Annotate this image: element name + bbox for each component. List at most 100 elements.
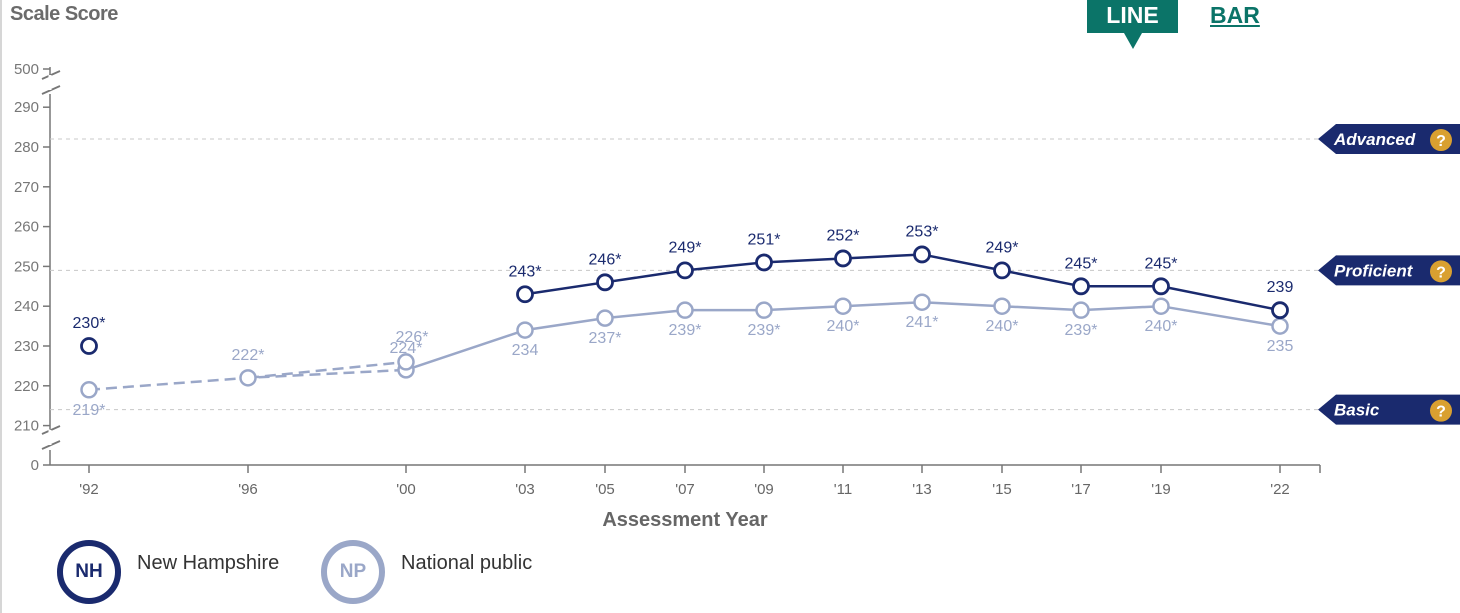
- point-new-hampshire[interactable]: [1152, 277, 1170, 296]
- label-national-public: 239*: [1065, 322, 1098, 339]
- label-national-public: 241*: [906, 314, 939, 331]
- label-national-public: 224*: [390, 340, 423, 357]
- y-tick-label: 210: [14, 418, 39, 435]
- y-axis-title: Scale Score: [10, 3, 118, 25]
- y-tick-label: 290: [14, 99, 39, 116]
- bar-view-toggle[interactable]: BAR: [1210, 2, 1260, 28]
- x-tick-label: '96: [238, 481, 258, 498]
- point-national-public[interactable]: [1072, 301, 1090, 319]
- point-national-public[interactable]: [1271, 317, 1289, 335]
- label-new-hampshire: 252*: [827, 227, 860, 244]
- point-national-public-alt[interactable]: [397, 353, 415, 371]
- point-national-public[interactable]: [913, 293, 931, 311]
- active-pointer-icon: [1124, 33, 1142, 49]
- x-tick-label: '11: [834, 481, 852, 498]
- y-tick-label: 270: [14, 179, 39, 196]
- y-tick-label: 260: [14, 219, 39, 236]
- x-tick-label: '05: [595, 481, 615, 498]
- label-national-public: 240*: [986, 318, 1019, 335]
- x-tick-label: '07: [675, 481, 695, 498]
- achievement-badge-basic: [1318, 394, 1460, 425]
- point-national-public[interactable]: [239, 369, 257, 387]
- label-national-public: 222*: [232, 347, 265, 364]
- label-new-hampshire: 251*: [748, 231, 781, 248]
- point-new-hampshire[interactable]: [596, 273, 614, 292]
- label-new-hampshire: 243*: [509, 263, 542, 280]
- point-national-public[interactable]: [80, 381, 98, 399]
- x-tick-label: '19: [1151, 481, 1171, 498]
- point-new-hampshire[interactable]: [1271, 301, 1289, 320]
- point-national-public[interactable]: [834, 297, 852, 315]
- label-national-public: 235: [1267, 338, 1294, 355]
- point-new-hampshire[interactable]: [80, 337, 98, 355]
- label-new-hampshire: 245*: [1065, 255, 1098, 272]
- y-tick-label: 250: [14, 258, 39, 275]
- achievement-badge-advanced: [1318, 124, 1460, 155]
- x-tick-label: '13: [912, 481, 932, 498]
- x-tick-label: '00: [396, 481, 416, 498]
- achievement-badge-proficient: [1318, 255, 1460, 286]
- x-tick-label: '03: [515, 481, 535, 498]
- y-tick-label: 280: [14, 139, 39, 156]
- label-national-public-alt: 226*: [396, 329, 429, 346]
- label-national-public: 239*: [669, 322, 702, 339]
- x-tick-label: '09: [754, 481, 774, 498]
- point-new-hampshire[interactable]: [755, 253, 773, 272]
- legend-nh-marker: NH: [57, 540, 121, 604]
- point-new-hampshire[interactable]: [1072, 277, 1090, 296]
- label-national-public: 237*: [589, 330, 622, 347]
- x-tick-label: '92: [79, 481, 99, 498]
- label-new-hampshire: 239: [1267, 279, 1294, 296]
- series-national-public-alt-dashed: [247, 360, 407, 380]
- point-national-public[interactable]: [596, 309, 614, 327]
- label-national-public: 240*: [827, 318, 860, 335]
- point-new-hampshire[interactable]: [516, 285, 534, 304]
- point-national-public[interactable]: [1152, 297, 1170, 315]
- label-new-hampshire: 245*: [1145, 255, 1178, 272]
- point-new-hampshire[interactable]: [913, 245, 931, 264]
- label-new-hampshire: 246*: [589, 251, 622, 268]
- point-national-public[interactable]: [516, 321, 534, 339]
- line-toggle-label: LINE: [1106, 2, 1159, 28]
- point-national-public[interactable]: [993, 297, 1011, 315]
- x-tick-label: '22: [1270, 481, 1290, 498]
- point-new-hampshire[interactable]: [676, 261, 694, 280]
- y-tick-label: 240: [14, 298, 39, 315]
- x-axis-title: Assessment Year: [602, 509, 768, 531]
- label-new-hampshire: 230*: [73, 315, 106, 332]
- x-tick-label: '15: [992, 481, 1012, 498]
- label-new-hampshire: 253*: [906, 223, 939, 240]
- help-icon-glyph: ?: [1436, 264, 1446, 281]
- help-icon[interactable]: [1430, 260, 1452, 283]
- legend-np-label: National public: [401, 552, 533, 574]
- help-icon-glyph: ?: [1436, 404, 1446, 421]
- legend-np-marker: NP: [321, 540, 385, 604]
- achievement-label-basic: Basic: [1334, 401, 1380, 420]
- y-tick-label: 230: [14, 338, 39, 355]
- point-new-hampshire[interactable]: [834, 249, 852, 268]
- label-national-public: 234: [512, 342, 539, 359]
- y-tick-label: 220: [14, 378, 39, 395]
- label-national-public: 240*: [1145, 318, 1178, 335]
- frame-edge: [0, 0, 2, 613]
- label-new-hampshire: 249*: [986, 239, 1019, 256]
- line-view-toggle[interactable]: LINE: [1087, 0, 1178, 49]
- label-national-public: 239*: [748, 322, 781, 339]
- help-icon[interactable]: [1430, 399, 1452, 422]
- label-new-hampshire: 249*: [669, 239, 702, 256]
- help-icon-glyph: ?: [1436, 133, 1446, 150]
- point-new-hampshire[interactable]: [993, 261, 1011, 280]
- y-tick-label: 0: [31, 457, 39, 474]
- series-new-hampshire-line: [524, 253, 1281, 312]
- point-national-public[interactable]: [755, 301, 773, 319]
- label-national-public: 219*: [73, 402, 106, 419]
- achievement-label-advanced: Advanced: [1333, 130, 1416, 149]
- legend-nh-label: New Hampshire: [137, 552, 280, 574]
- help-icon[interactable]: [1430, 129, 1452, 152]
- y-tick-label: 500: [14, 61, 39, 78]
- achievement-label-proficient: Proficient: [1334, 261, 1414, 280]
- point-national-public[interactable]: [676, 301, 694, 319]
- x-tick-label: '17: [1071, 481, 1091, 498]
